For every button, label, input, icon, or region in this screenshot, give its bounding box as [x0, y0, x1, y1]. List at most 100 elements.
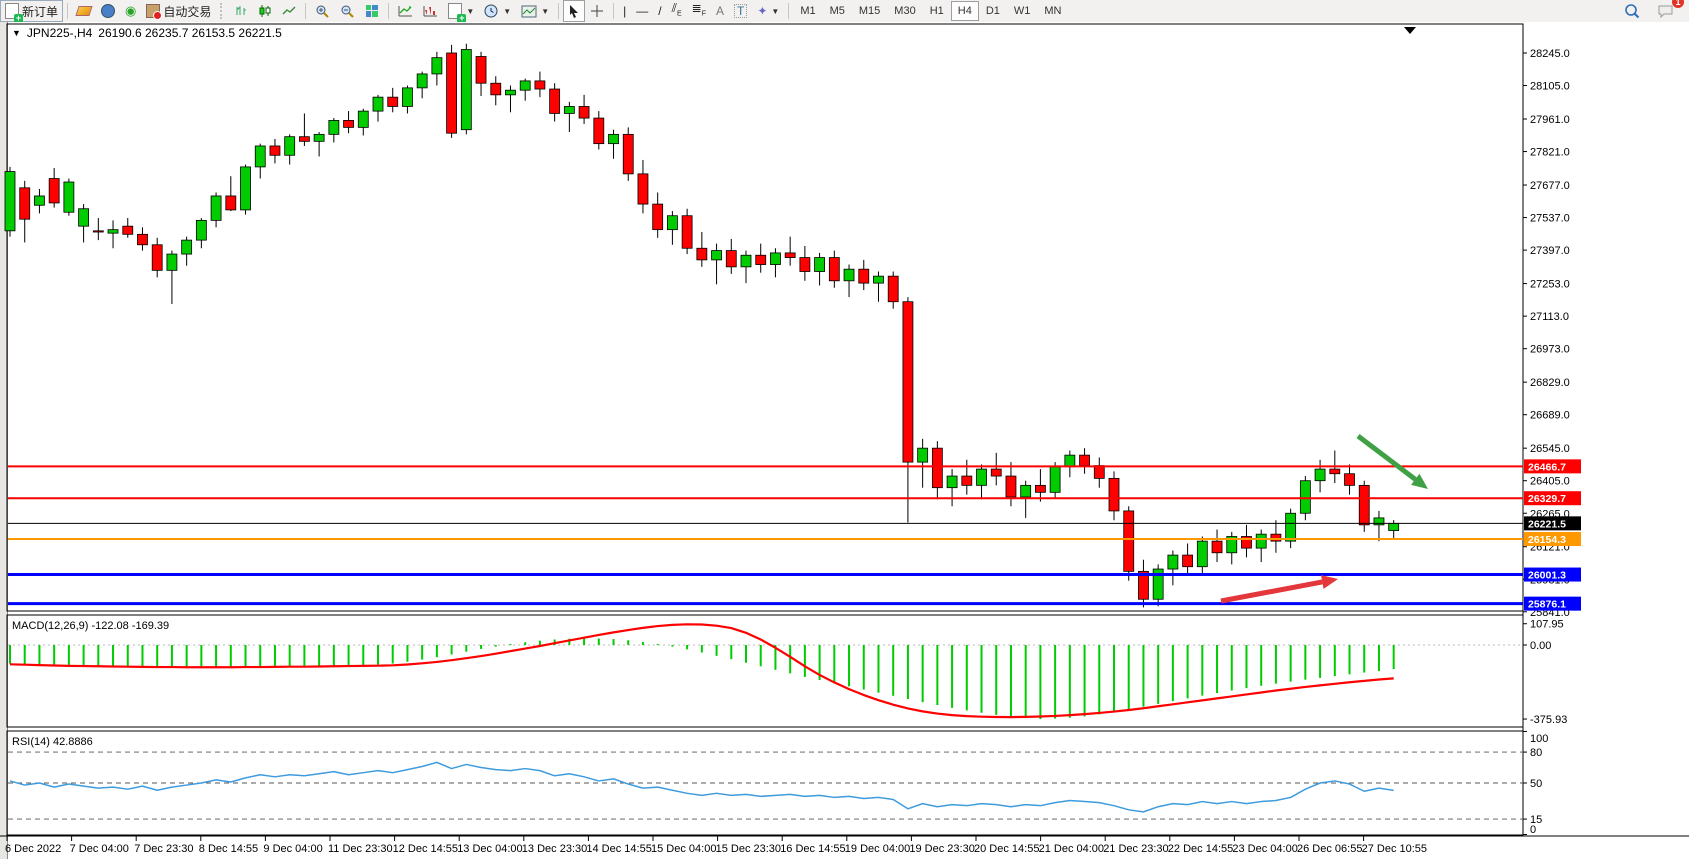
- x-axis-label: 20 Dec 14:55: [974, 843, 1039, 855]
- bear-candle: [1241, 536, 1252, 549]
- timeframe-M15[interactable]: M15: [858, 5, 881, 17]
- bull-candle: [210, 195, 222, 221]
- x-axis-label: 13 Dec 23:30: [522, 843, 587, 855]
- collapse-icon[interactable]: ▼: [12, 28, 21, 38]
- chart-canvas[interactable]: 28245.0 28105.0 27961.0 27821.0 27677.0 27537…: [0, 22, 1689, 859]
- timeframe-M30[interactable]: M30: [894, 5, 916, 17]
- trendline-button[interactable]: /: [653, 0, 666, 22]
- red-up-arrow[interactable]: [1220, 575, 1338, 604]
- bull-candle: [431, 57, 443, 75]
- bull-candle: [78, 208, 89, 227]
- periods-button[interactable]: ▼: [479, 0, 516, 22]
- new-order-label: 新订单: [22, 4, 59, 19]
- y-axis-label: 26689.0: [1530, 410, 1570, 422]
- horizontal-line-button[interactable]: —: [631, 0, 653, 22]
- search-button[interactable]: [1619, 0, 1645, 22]
- scroll-marker-icon[interactable]: [1404, 27, 1416, 34]
- green-down-arrow[interactable]: [1356, 434, 1428, 489]
- x-axis-label: 9 Dec 04:00: [263, 843, 322, 855]
- line-chart-icon: [282, 6, 296, 15]
- indicator-window-button[interactable]: [418, 0, 443, 22]
- add-chart-icon: [448, 3, 467, 23]
- zoom-out-button[interactable]: [335, 0, 360, 22]
- x-axis-label: 26 Dec 06:55: [1297, 843, 1362, 855]
- price-tag-bg: [1524, 459, 1581, 474]
- toolbar-separator: [305, 3, 307, 19]
- text-button[interactable]: A: [711, 0, 729, 22]
- timeframe-H4[interactable]: H4: [950, 1, 979, 21]
- x-axis-label: 16 Dec 14:55: [780, 843, 845, 855]
- chevron-down-icon: ▼: [466, 6, 475, 16]
- new-order-button[interactable]: 新订单: [0, 0, 64, 23]
- y-axis-label: 26405.0: [1530, 476, 1570, 488]
- autotrade-button[interactable]: 自动交易: [141, 0, 216, 22]
- price-tag-26221.5[interactable]: 26221.5: [1524, 516, 1581, 531]
- bear-candle: [637, 173, 649, 205]
- price-tag-26001.3[interactable]: 26001.3: [1524, 567, 1581, 582]
- bear-candle: [387, 96, 399, 107]
- bull-candle: [608, 133, 619, 145]
- timeframe-H1[interactable]: H1: [929, 5, 944, 17]
- highlight-button[interactable]: [72, 0, 96, 22]
- vertical-line-button[interactable]: |: [618, 0, 631, 22]
- bar-chart-button[interactable]: [229, 0, 253, 22]
- bull-candle: [254, 145, 266, 168]
- bear-candle: [1138, 570, 1149, 600]
- zoom-in-button[interactable]: [310, 0, 335, 22]
- bull-candle: [181, 239, 193, 255]
- toolbar-separator: [388, 3, 390, 19]
- text-icon: A: [715, 4, 724, 18]
- bear-candle: [784, 252, 796, 258]
- bull-candle: [460, 49, 472, 131]
- price-tag-bg: [1524, 567, 1581, 582]
- candle-chart-button[interactable]: [253, 0, 277, 22]
- toolbar-separator: [558, 3, 560, 19]
- bull-candle: [240, 166, 251, 211]
- timeframe-W1[interactable]: W1: [1013, 5, 1031, 17]
- autotrade-icon: [146, 4, 163, 20]
- price-tag-26329.7[interactable]: 26329.7: [1524, 491, 1581, 506]
- bull-candle: [917, 447, 929, 463]
- crosshair-button[interactable]: [585, 0, 609, 22]
- x-axis-label: 19 Dec 23:30: [909, 843, 974, 855]
- profiles-button[interactable]: [96, 0, 120, 22]
- indicator-list-button[interactable]: [393, 0, 418, 22]
- tile-windows-button[interactable]: [360, 0, 384, 22]
- bull-candle: [770, 252, 781, 265]
- x-axis-label: 14 Dec 14:55: [586, 843, 651, 855]
- text-label-button[interactable]: T: [729, 0, 752, 22]
- arrows-button[interactable]: ✦ ▼: [752, 0, 784, 22]
- fibonacci-button[interactable]: ≣F: [687, 0, 711, 22]
- timeframe-MN[interactable]: MN: [1044, 5, 1062, 17]
- bull-candle: [976, 468, 987, 486]
- templates-button[interactable]: ▼: [516, 0, 554, 22]
- price-tag-25876.1[interactable]: 25876.1: [1524, 596, 1581, 611]
- timeframe-D1[interactable]: D1: [985, 5, 1000, 17]
- channel-button[interactable]: ⫽E: [667, 0, 687, 22]
- y-axis-label: 27253.0: [1530, 279, 1570, 291]
- bear-candle: [1079, 454, 1090, 466]
- bull-candle: [1049, 466, 1061, 493]
- bull-candle: [843, 268, 855, 282]
- bear-candle: [19, 187, 31, 220]
- bear-candle: [269, 145, 281, 156]
- price-tag-bg: [1524, 516, 1581, 531]
- bear-candle: [1211, 540, 1223, 554]
- bear-candle: [137, 233, 148, 246]
- x-axis-label: 21 Dec 23:30: [1103, 843, 1168, 855]
- line-chart-button[interactable]: [277, 0, 301, 22]
- notifications-button[interactable]: 1: [1653, 0, 1684, 22]
- timeframe-M1[interactable]: M1: [800, 5, 816, 17]
- fibonacci-icon: ≣F: [691, 0, 706, 18]
- templates-icon: [521, 5, 537, 17]
- y-axis-label: 27961.0: [1530, 114, 1570, 126]
- y-axis-label: 27821.0: [1530, 147, 1570, 159]
- add-chart-button[interactable]: ▼: [443, 0, 479, 23]
- price-tag-26466.7[interactable]: 26466.7: [1524, 459, 1581, 474]
- price-tag-26154.3[interactable]: 26154.3: [1524, 531, 1581, 546]
- timeframe-M5[interactable]: M5: [829, 5, 845, 17]
- cursor-button[interactable]: [563, 0, 586, 22]
- signal-button[interactable]: ◉: [120, 0, 141, 22]
- chart-window[interactable]: ▼ JPN225-,H4 26190.6 26235.7 26153.5 262…: [0, 22, 1689, 859]
- macd-signal-line: [9, 623, 1394, 719]
